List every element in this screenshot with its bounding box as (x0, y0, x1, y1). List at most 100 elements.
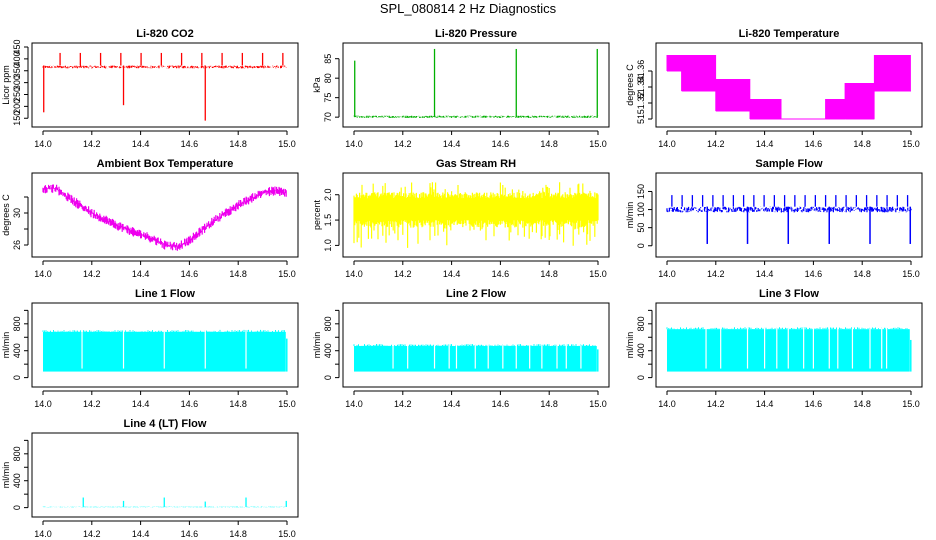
x-tick-label: 14.0 (345, 269, 363, 279)
data-series (353, 182, 599, 248)
plot-frame (342, 172, 610, 258)
chart-ambient-box-temperature: Ambient Box Temperature degrees C 14.0 14.2… (1, 158, 299, 279)
chart-line-1-flow: Line 1 Flow ml/min 14.0 14.2 14.4 14.6 14.8 15.… (1, 288, 299, 409)
y-axis-label: Licor ppm (1, 65, 11, 105)
x-tick-label: 14.4 (443, 269, 461, 279)
chart-sample-flow: Sample Flow ml/min 14.0 14.2 14.4 14.6 14.8 15.… (625, 158, 923, 279)
y-tick-label: 26 (12, 240, 22, 250)
y-tick-label: 800 (323, 316, 333, 331)
data-series (353, 48, 599, 118)
trace-band (749, 99, 782, 119)
plot-frame (655, 172, 923, 258)
x-tick-label: 14.2 (707, 139, 725, 149)
chart-title: Li-820 Temperature (739, 28, 840, 40)
data-series (42, 497, 287, 508)
x-tick-label: 15.0 (278, 139, 296, 149)
chart-line-4-lt-flow: Line 4 (LT) Flow ml/min 14.0 14.2 14.4 14.6 14… (1, 418, 299, 539)
x-tick-label: 14.0 (658, 139, 676, 149)
y-tick-label: 800 (12, 316, 22, 331)
y-tick-label: 400 (12, 343, 22, 358)
x-tick-label: 14.0 (34, 139, 52, 149)
y-tick-label: 250 (12, 87, 22, 102)
y-tick-label: 51.32 (636, 92, 646, 115)
data-series (666, 55, 911, 120)
y-tick-label: 400 (12, 51, 22, 66)
y-axis-label: degrees C (625, 64, 635, 106)
x-tick-label: 14.4 (756, 399, 774, 409)
x-tick-label: 14.4 (132, 399, 150, 409)
chart-title: Line 2 Flow (446, 288, 506, 300)
x-tick-label: 14.0 (345, 399, 363, 409)
chart-li-820-pressure: Li-820 Pressure kPa 14.0 14.2 14.4 14.6 14.8 15… (312, 28, 610, 149)
y-axis-label: ml/min (312, 332, 322, 359)
y-axis-label: percent (312, 199, 322, 230)
trace-curve (42, 184, 287, 251)
x-tick-label: 14.8 (540, 399, 558, 409)
chart-line-3-flow: Line 3 Flow ml/min 14.0 14.2 14.4 14.6 14.8 15.… (625, 288, 923, 409)
y-tick-label: 0 (636, 243, 646, 248)
x-tick-label: 14.2 (394, 269, 412, 279)
chart-title: Line 4 (LT) Flow (124, 418, 207, 430)
chart-title: Sample Flow (755, 158, 823, 170)
x-tick-label: 14.0 (34, 399, 52, 409)
x-tick-label: 14.6 (805, 399, 823, 409)
plot-frame (342, 42, 610, 128)
x-tick-label: 14.0 (34, 269, 52, 279)
x-tick-label: 14.8 (229, 139, 247, 149)
x-tick-label: 14.6 (181, 529, 199, 539)
y-tick-label: 400 (323, 343, 333, 358)
plot-frame (31, 302, 299, 388)
trace-band (844, 83, 875, 119)
y-tick-label: 80 (323, 73, 333, 83)
x-tick-label: 14.2 (83, 269, 101, 279)
chart-li-820-temperature: Li-820 Temperature degrees C 14.0 14.2 14.4 1… (625, 28, 923, 149)
data-series (666, 327, 912, 372)
y-tick-label: 150 (636, 184, 646, 199)
y-axis-label: ml/min (625, 202, 635, 229)
trace-band (353, 182, 599, 248)
y-axis-label: ml/min (1, 332, 11, 359)
plot-frame (655, 42, 923, 128)
x-tick-label: 14.6 (805, 139, 823, 149)
trace-band (666, 206, 912, 213)
chart-line-2-flow: Line 2 Flow ml/min 14.0 14.2 14.4 14.6 14.8 15.… (312, 288, 610, 409)
x-tick-label: 14.4 (132, 529, 150, 539)
x-tick-label: 14.6 (492, 399, 510, 409)
chart-title: Li-820 Pressure (435, 28, 517, 40)
x-tick-label: 14.2 (707, 269, 725, 279)
y-tick-label: 450 (12, 39, 22, 54)
x-tick-label: 14.4 (443, 399, 461, 409)
x-tick-label: 14.8 (229, 269, 247, 279)
x-tick-label: 14.0 (34, 529, 52, 539)
x-tick-label: 14.4 (756, 139, 774, 149)
plot-frame (31, 172, 299, 258)
chart-title: Ambient Box Temperature (97, 158, 234, 170)
trace-band (42, 65, 287, 69)
chart-li-820-co2: Li-820 CO2 Licor ppm 14.0 14.2 14.4 14.6 14.8 1… (1, 28, 299, 149)
x-tick-label: 14.8 (540, 139, 558, 149)
y-tick-label: 75 (323, 93, 333, 103)
chart-gas-stream-rh: Gas Stream RH percent 14.0 14.2 14.4 14.6 14.8… (312, 158, 610, 279)
data-series (42, 184, 287, 251)
x-tick-label: 14.4 (132, 269, 150, 279)
y-tick-label: 100 (636, 202, 646, 217)
y-tick-label: 400 (12, 473, 22, 488)
y-tick-label: 800 (12, 446, 22, 461)
x-tick-label: 15.0 (278, 399, 296, 409)
data-series (42, 329, 288, 372)
x-tick-label: 14.8 (853, 269, 871, 279)
y-tick-label: 0 (636, 375, 646, 380)
y-tick-label: 0 (12, 375, 22, 380)
y-tick-label: 350 (12, 63, 22, 78)
y-tick-label: 51.36 (636, 60, 646, 83)
x-tick-label: 14.2 (83, 529, 101, 539)
data-series (353, 344, 599, 372)
y-tick-label: 2.0 (323, 188, 333, 201)
y-axis-label: ml/min (1, 462, 11, 489)
plot-frame (31, 432, 299, 518)
x-tick-label: 14.4 (443, 139, 461, 149)
chart-title: Gas Stream RH (436, 158, 516, 170)
y-axis-label: kPa (312, 77, 322, 93)
chart-title: Line 3 Flow (759, 288, 819, 300)
